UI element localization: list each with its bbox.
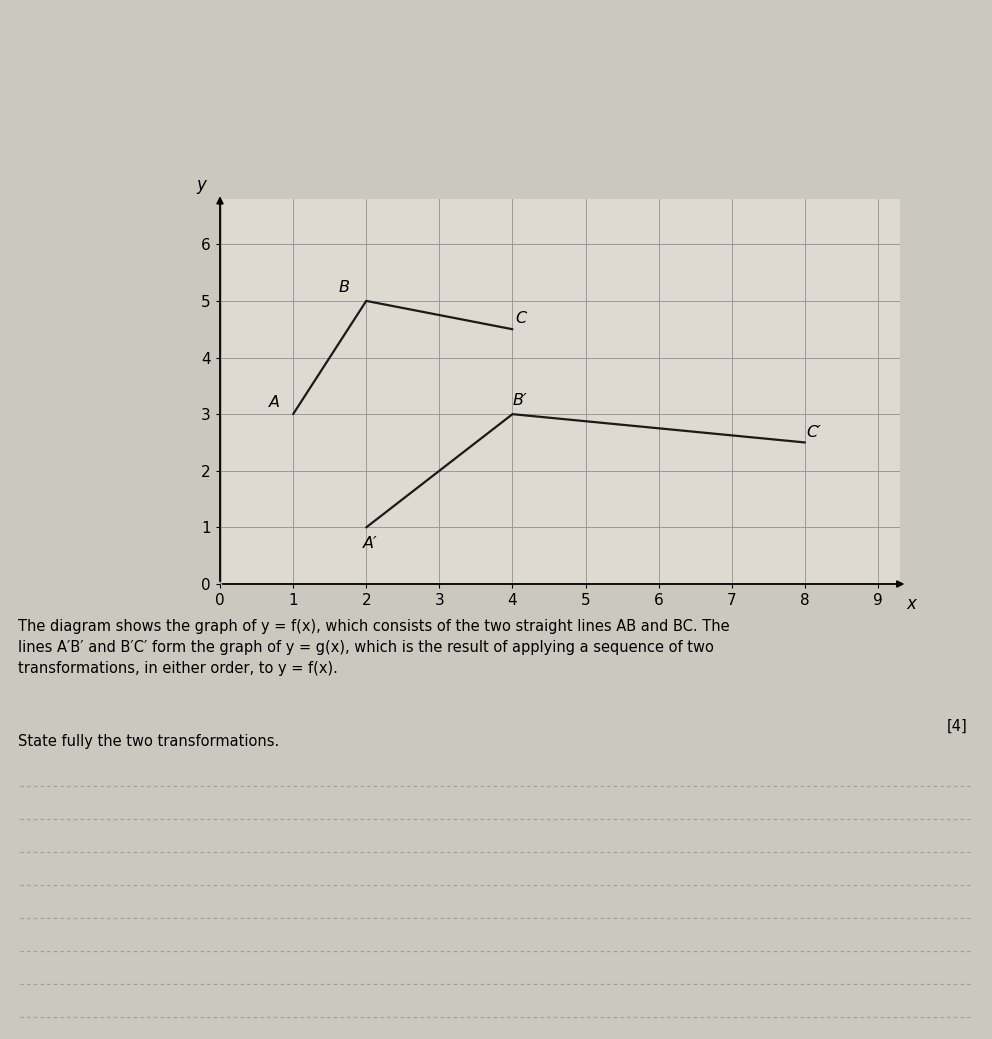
Text: x: x	[906, 594, 916, 613]
Text: A: A	[270, 395, 281, 409]
Text: B: B	[339, 281, 350, 295]
Text: B′: B′	[513, 394, 527, 408]
Text: [4]: [4]	[946, 719, 967, 734]
Text: The diagram shows the graph of y = f(x), which consists of the two straight line: The diagram shows the graph of y = f(x),…	[18, 619, 730, 676]
Text: A′: A′	[363, 536, 377, 551]
Text: State fully the two transformations.: State fully the two transformations.	[18, 734, 280, 749]
Text: C′: C′	[806, 425, 821, 439]
Text: C: C	[516, 312, 527, 326]
Text: y: y	[196, 176, 206, 194]
